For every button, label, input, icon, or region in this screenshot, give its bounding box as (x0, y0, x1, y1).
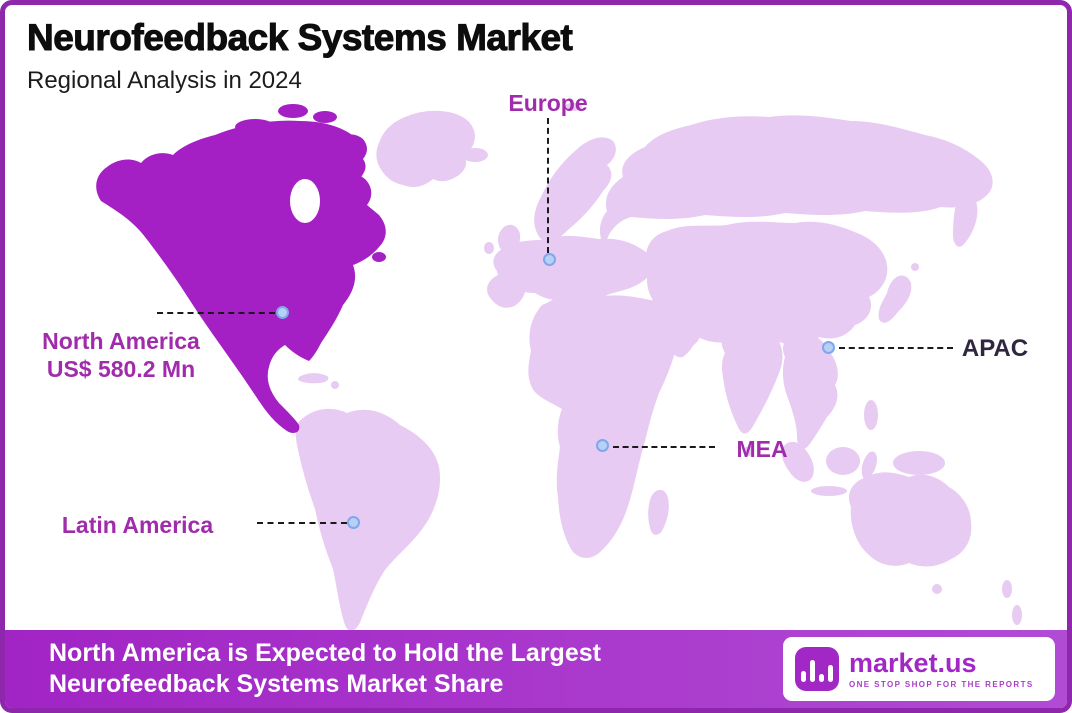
banner-text: North America is Expected to Hold the La… (49, 638, 601, 700)
island-uk (498, 224, 521, 256)
banner-line2: Neurofeedback Systems Market Share (49, 670, 504, 698)
island-new-zealand-south (1012, 605, 1022, 625)
mea-connector-line (613, 446, 715, 448)
page-title: Neurofeedback Systems Market (26, 17, 573, 59)
island-newfoundland (372, 252, 386, 262)
label-mea: MEA (736, 436, 788, 462)
logo-name: market.us (849, 648, 977, 678)
world-map (96, 103, 1022, 631)
continent-south-america (295, 408, 441, 631)
logo-bar-icon (828, 665, 833, 682)
continent-greenland (376, 110, 475, 187)
page-subtitle: Regional Analysis in 2024 (27, 67, 302, 94)
logo-bar-icon (819, 674, 824, 682)
island-sri-lanka (744, 446, 754, 456)
arctic-island-4 (313, 111, 337, 123)
island-tasmania (932, 584, 942, 594)
logo-text-block: market.us ONE STOP SHOP FOR THE REPORTS (849, 649, 1034, 689)
island-svalbard (564, 103, 582, 111)
island-hokkaido (911, 263, 919, 271)
label-north-america: North America US$ 580.2 Mn (11, 327, 231, 383)
island-baffin (331, 134, 367, 181)
region-kamchatka (953, 196, 978, 247)
marketus-logo-icon (795, 647, 839, 691)
north-america-marker-dot (276, 306, 289, 319)
island-sulawesi (861, 451, 877, 480)
continent-australia (848, 472, 972, 567)
arctic-island-1 (235, 119, 275, 135)
island-japan (878, 275, 912, 323)
island-ireland (484, 242, 494, 254)
bottom-banner: North America is Expected to Hold the La… (5, 630, 1067, 708)
logo-tagline: ONE STOP SHOP FOR THE REPORTS (849, 680, 1034, 689)
island-borneo (826, 447, 860, 475)
island-java (811, 486, 847, 496)
arctic-island-2 (278, 104, 308, 118)
logo-bar-icon (810, 660, 815, 682)
region-india (721, 320, 783, 434)
island-philippines (864, 400, 878, 430)
island-iceland (462, 148, 488, 162)
island-new-zealand-north (1002, 580, 1012, 598)
region-scandinavia (534, 137, 616, 242)
region-southeast-asia (782, 332, 838, 449)
north-america-connector-line (157, 312, 275, 314)
europe-connector-line (547, 118, 549, 253)
region-siberia (599, 115, 993, 248)
logo-bar-icon (801, 671, 806, 682)
island-new-guinea (893, 451, 945, 475)
header: Neurofeedback Systems Market Regional An… (26, 17, 573, 95)
latin-america-marker-dot (347, 516, 360, 529)
island-cuba (298, 373, 329, 384)
island-sumatra (781, 441, 814, 482)
latin-america-connector-line (257, 522, 347, 524)
island-madagascar (648, 489, 669, 535)
island-hispaniola (331, 381, 339, 389)
banner-line1: North America is Expected to Hold the La… (49, 639, 601, 667)
logo-card: market.us ONE STOP SHOP FOR THE REPORTS (783, 637, 1055, 701)
apac-connector-line (839, 347, 953, 349)
hudson-bay (290, 179, 320, 223)
europe-marker-dot (543, 253, 556, 266)
arctic-island-3 (206, 135, 232, 147)
region-europe-mainland (493, 235, 652, 301)
north-america-name: North America (42, 328, 200, 354)
mea-marker-dot (596, 439, 609, 452)
label-europe: Europe (508, 90, 588, 116)
north-america-value: US$ 580.2 Mn (46, 356, 196, 382)
label-latin-america: Latin America (61, 512, 214, 538)
region-iberia (487, 273, 526, 308)
continent-africa (528, 295, 701, 558)
label-apac: APAC (961, 335, 1029, 362)
apac-marker-dot (822, 341, 835, 354)
